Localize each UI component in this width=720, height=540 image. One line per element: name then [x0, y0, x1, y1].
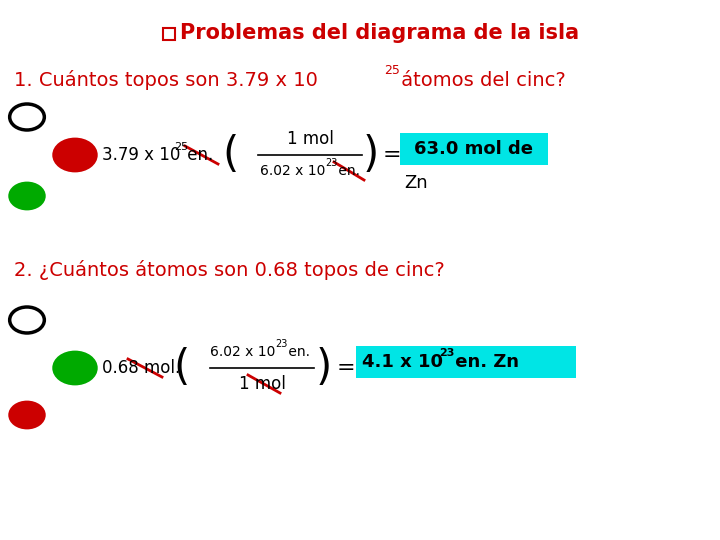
Circle shape: [54, 352, 96, 384]
Text: 23: 23: [275, 339, 287, 349]
Text: 6.02 x 10: 6.02 x 10: [260, 164, 325, 178]
Text: átomos del cinc?: átomos del cinc?: [395, 71, 566, 90]
Text: (: (: [173, 347, 189, 389]
Text: 23: 23: [325, 158, 338, 168]
Text: =: =: [383, 145, 402, 165]
Circle shape: [9, 183, 45, 209]
Text: Problemas del diagrama de la isla: Problemas del diagrama de la isla: [180, 23, 579, 43]
Circle shape: [9, 307, 45, 333]
Text: 6.02 x 10: 6.02 x 10: [210, 345, 275, 359]
Bar: [163, 28, 175, 40]
Text: 0.68 mol.: 0.68 mol.: [102, 359, 180, 377]
Circle shape: [54, 139, 96, 171]
Text: en. Zn: en. Zn: [449, 353, 519, 371]
Text: 4.1 x 10: 4.1 x 10: [362, 353, 443, 371]
Text: 23: 23: [439, 348, 454, 358]
Text: ): ): [316, 347, 332, 389]
Text: en.: en.: [284, 345, 310, 359]
Text: 63.0 mol de: 63.0 mol de: [415, 140, 534, 158]
Text: 25: 25: [384, 64, 400, 78]
Circle shape: [9, 402, 45, 428]
Text: en.: en.: [334, 164, 360, 178]
Bar: [400, 133, 548, 165]
Text: en.: en.: [182, 146, 213, 164]
Text: 2. ¿Cuántos átomos son 0.68 topos de cinc?: 2. ¿Cuántos átomos son 0.68 topos de cin…: [14, 260, 445, 280]
Text: ): ): [363, 134, 379, 176]
Text: 1. Cuántos topos son 3.79 x 10: 1. Cuántos topos son 3.79 x 10: [14, 70, 318, 90]
Text: (: (: [222, 134, 238, 176]
Text: 25: 25: [174, 142, 188, 152]
Bar: [356, 346, 576, 378]
Text: 3.79 x 10: 3.79 x 10: [102, 146, 181, 164]
Text: Zn: Zn: [404, 174, 428, 192]
Circle shape: [9, 104, 45, 130]
Text: 1 mol: 1 mol: [238, 375, 285, 393]
Text: =: =: [337, 358, 356, 378]
Text: 1 mol: 1 mol: [287, 130, 333, 148]
